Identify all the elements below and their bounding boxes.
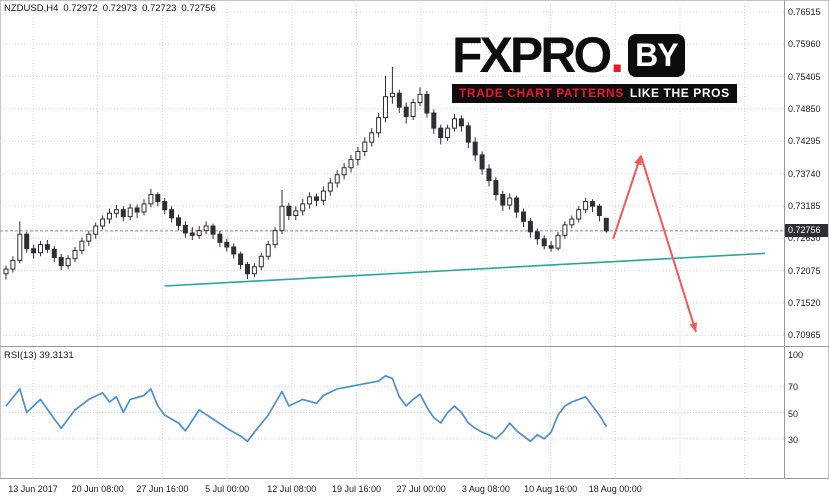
time-axis[interactable]: 13 Jun 2017 20 Jun 08:00 27 Jun 16:00 5 … xyxy=(0,479,829,504)
price-axis-label: 0.75405 xyxy=(788,71,821,82)
price-axis-label: 0.76515 xyxy=(788,6,821,17)
rsi-axis-label: 70 xyxy=(788,382,799,393)
forecast-arrow xyxy=(639,155,698,333)
rsi-grid-layer xyxy=(0,347,784,478)
price-axis-label: 0.75960 xyxy=(788,39,821,50)
rsi-axis-label: 50 xyxy=(788,408,799,419)
logo-tagline: TRADE CHART PATTERNS LIKE THE PROS xyxy=(452,84,737,103)
rsi-label: RSI(13) 39.3131 xyxy=(4,350,74,361)
time-axis-label: 13 Jun 2017 xyxy=(8,484,58,494)
pane-divider-rsi-time xyxy=(0,478,829,479)
price-axis-label: 0.73740 xyxy=(788,168,821,179)
logo-dot: . xyxy=(610,27,625,83)
fxpro-logo: FXPRO. BY TRADE CHART PATTERNS LIKE THE PR… xyxy=(452,30,737,103)
logo-by-badge: BY xyxy=(628,33,685,77)
rsi-axis-label: 30 xyxy=(788,434,799,445)
candles-layer xyxy=(3,66,609,280)
price-axis-label: 0.71520 xyxy=(788,297,821,308)
rsi-indicator-canvas[interactable] xyxy=(0,347,784,478)
ohlc-info: NZDUSD,H4 0.72972 0.72973 0.72723 0.7275… xyxy=(4,3,216,14)
price-axis-label: 0.73185 xyxy=(788,200,821,211)
time-axis-label: 20 Jun 08:00 xyxy=(71,484,124,494)
logo-brand-text: FXPRO xyxy=(452,27,612,83)
time-axis-label: 27 Jun 16:00 xyxy=(136,484,189,494)
current-price-badge: 0.72756 xyxy=(785,223,828,237)
time-axis-label: 18 Aug 00:00 xyxy=(588,484,642,494)
time-axis-label: 3 Aug 08:00 xyxy=(461,484,510,494)
price-axis-label: 0.74295 xyxy=(788,136,821,147)
logo-tagline-left: TRADE CHART PATTERNS xyxy=(459,86,624,100)
rsi-line xyxy=(5,374,608,443)
forecast-arrow xyxy=(612,155,642,240)
time-axis-label: 10 Aug 16:00 xyxy=(524,484,578,494)
support-trendline xyxy=(164,252,766,287)
price-axis-label: 0.72075 xyxy=(788,265,821,276)
price-axis[interactable]: 0.76515 0.75960 0.75405 0.74850 0.74295 … xyxy=(785,0,829,478)
open-value: 0.72972 xyxy=(63,3,98,14)
time-axis-label: 27 Jul 00:00 xyxy=(396,484,446,494)
price-axis-label: 0.74850 xyxy=(788,103,821,114)
time-axis-label: 12 Jul 08:00 xyxy=(267,484,317,494)
logo-tagline-right: LIKE THE PROS xyxy=(629,86,730,100)
price-axis-border xyxy=(784,0,785,478)
price-chart-canvas[interactable] xyxy=(0,0,784,346)
close-value: 0.72756 xyxy=(181,3,216,14)
price-axis-label: 0.70965 xyxy=(788,330,821,341)
symbol-period: NZDUSD,H4 xyxy=(4,3,59,14)
time-axis-label: 5 Jul 00:00 xyxy=(205,484,250,494)
pane-divider-main-rsi[interactable] xyxy=(0,346,829,347)
fxpro-logo-wordmark: FXPRO. BY xyxy=(452,30,737,80)
main-grid-layer xyxy=(0,0,784,346)
rsi-axis-label: 100 xyxy=(788,350,804,360)
time-axis-label: 19 Jul 16:00 xyxy=(331,484,382,494)
low-value: 0.72723 xyxy=(142,3,177,14)
high-value: 0.72973 xyxy=(102,3,138,14)
price-axis-label: 0.72630 xyxy=(788,233,821,244)
